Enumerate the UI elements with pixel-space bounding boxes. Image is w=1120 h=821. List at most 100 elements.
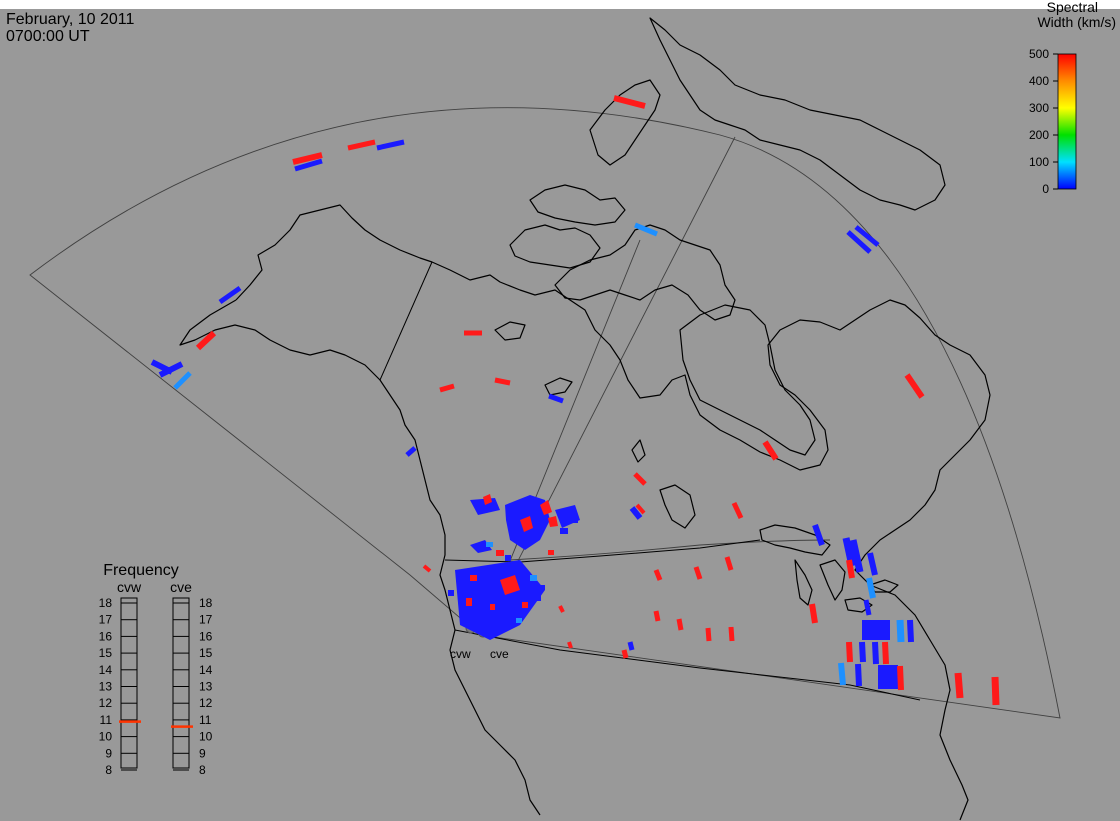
cvw-site-label: cvw bbox=[450, 647, 471, 661]
cve-site-label: cve bbox=[490, 647, 509, 661]
echo-cell bbox=[633, 472, 647, 486]
frequency-tick-label-right: 12 bbox=[199, 696, 213, 710]
echo-cell bbox=[629, 506, 643, 520]
echo-cell bbox=[548, 393, 564, 404]
echo-cell bbox=[728, 626, 735, 642]
echo-cell bbox=[954, 672, 964, 699]
echo-cell bbox=[173, 371, 192, 390]
echo-cell bbox=[854, 225, 880, 247]
frequency-tick-label-right: 18 bbox=[199, 596, 213, 610]
frequency-tick-label-left: 9 bbox=[105, 746, 112, 760]
frequency-tick-label-right: 11 bbox=[199, 713, 212, 727]
echo-cell bbox=[762, 440, 779, 461]
echo-cell bbox=[347, 139, 376, 151]
colorbar-title-line1: Spectral bbox=[1047, 0, 1098, 15]
frequency-tick-label-right: 17 bbox=[199, 613, 213, 627]
echo-cell bbox=[907, 619, 914, 643]
echo-cell bbox=[439, 383, 455, 393]
frequency-tick-label-right: 15 bbox=[199, 646, 213, 660]
echo-cell bbox=[653, 569, 663, 581]
colorbar-tick-label: 300 bbox=[1029, 101, 1049, 115]
echo-cell bbox=[866, 577, 876, 599]
echo-cell bbox=[158, 361, 184, 378]
coastlines bbox=[179, 17, 991, 821]
colorbar-tick-label: 500 bbox=[1029, 47, 1049, 61]
echo-cell bbox=[676, 618, 684, 631]
frequency-tick-label-left: 14 bbox=[99, 663, 113, 677]
frequency-tick-label-right: 16 bbox=[199, 629, 213, 643]
echo-cell bbox=[867, 552, 878, 576]
frequency-cvw-bar bbox=[120, 597, 138, 769]
frequency-tick-label-left: 8 bbox=[105, 763, 112, 777]
echo-cell bbox=[634, 222, 658, 237]
echo-cell bbox=[724, 556, 734, 571]
frequency-tick-label-right: 14 bbox=[199, 663, 213, 677]
echo-cell bbox=[838, 662, 846, 686]
frequency-tick-label-left: 17 bbox=[99, 613, 113, 627]
political-borders bbox=[379, 261, 921, 701]
colorbar-tick-label: 400 bbox=[1029, 74, 1049, 88]
echo-cell bbox=[809, 603, 818, 624]
frequency-tick-label-left: 15 bbox=[99, 646, 113, 660]
echo-cell bbox=[494, 377, 511, 386]
near-range-echo-cluster bbox=[448, 494, 580, 640]
echo-cell bbox=[567, 641, 573, 649]
frequency-tick-label-right: 13 bbox=[199, 680, 213, 694]
frequency-title: Frequency bbox=[103, 562, 179, 579]
spectral-width-colorbar: Spectral Width (km/s) 500 400 300 200 100 0 bbox=[1029, 0, 1116, 196]
echo-cell bbox=[882, 641, 889, 665]
frequency-tick-label-left: 11 bbox=[100, 713, 113, 727]
frequency-tick-label-left: 16 bbox=[99, 629, 113, 643]
colorbar-gradient bbox=[1057, 53, 1077, 190]
frequency-tick-label-right: 9 bbox=[199, 746, 206, 760]
echo-cell bbox=[812, 524, 825, 546]
echo-cell bbox=[991, 676, 1000, 706]
echo-cell bbox=[862, 620, 890, 640]
echo-cell bbox=[613, 95, 646, 109]
frequency-tick-label-right: 10 bbox=[199, 730, 213, 744]
echo-cell bbox=[292, 152, 323, 165]
colorbar-title-line2: Width (km/s) bbox=[1037, 14, 1116, 30]
echo-cell bbox=[731, 501, 744, 520]
echo-cell bbox=[878, 665, 898, 689]
echo-cell bbox=[846, 230, 872, 254]
echo-cell bbox=[627, 641, 635, 651]
echo-cell bbox=[405, 446, 417, 457]
echo-cell bbox=[558, 605, 565, 613]
frequency-tick-label-left: 13 bbox=[99, 680, 113, 694]
colorbar-tick-label: 0 bbox=[1042, 182, 1049, 196]
echo-cell bbox=[376, 139, 405, 151]
colorbar-tick-label: 100 bbox=[1029, 155, 1049, 169]
echo-cell bbox=[846, 559, 855, 579]
frequency-tick-label-left: 12 bbox=[99, 696, 113, 710]
frequency-tick-label-left: 10 bbox=[99, 730, 113, 744]
frequency-tick-label-left: 18 bbox=[99, 596, 113, 610]
frequency-tick-label-right: 8 bbox=[199, 763, 206, 777]
echo-cell bbox=[294, 158, 323, 172]
echo-cell bbox=[896, 619, 905, 643]
plot-date: February, 10 2011 bbox=[6, 11, 134, 28]
colorbar-ticks: 500 400 300 200 100 0 bbox=[1029, 47, 1058, 196]
echo-cell bbox=[859, 641, 866, 663]
echo-cell bbox=[863, 599, 872, 616]
radar-echoes bbox=[150, 95, 1000, 706]
colorbar-tick-label: 200 bbox=[1029, 128, 1049, 142]
echo-cell bbox=[218, 285, 242, 305]
frequency-cve-bar bbox=[172, 597, 190, 769]
echo-cell bbox=[621, 649, 629, 659]
map-background bbox=[0, 9, 1120, 821]
frequency-ticks: 18 18 17 17 16 16 15 15 14 14 13 13 12 12 11 11 10 10 9 9 8 8 bbox=[99, 596, 213, 777]
echo-cell bbox=[849, 539, 864, 573]
echo-cell bbox=[897, 665, 904, 691]
frequency-panel: Frequency cvw cve 18 18 17 17 16 16 15 15 14 14 13… bbox=[99, 562, 213, 777]
echo-cell bbox=[872, 641, 879, 665]
echo-cell bbox=[635, 503, 646, 515]
echo-cell bbox=[653, 610, 661, 622]
echo-cell bbox=[195, 330, 217, 351]
echo-cell bbox=[422, 564, 432, 573]
plot-time: 0700:00 UT bbox=[6, 28, 90, 45]
echo-cell bbox=[693, 566, 703, 580]
echo-cell bbox=[846, 641, 853, 663]
